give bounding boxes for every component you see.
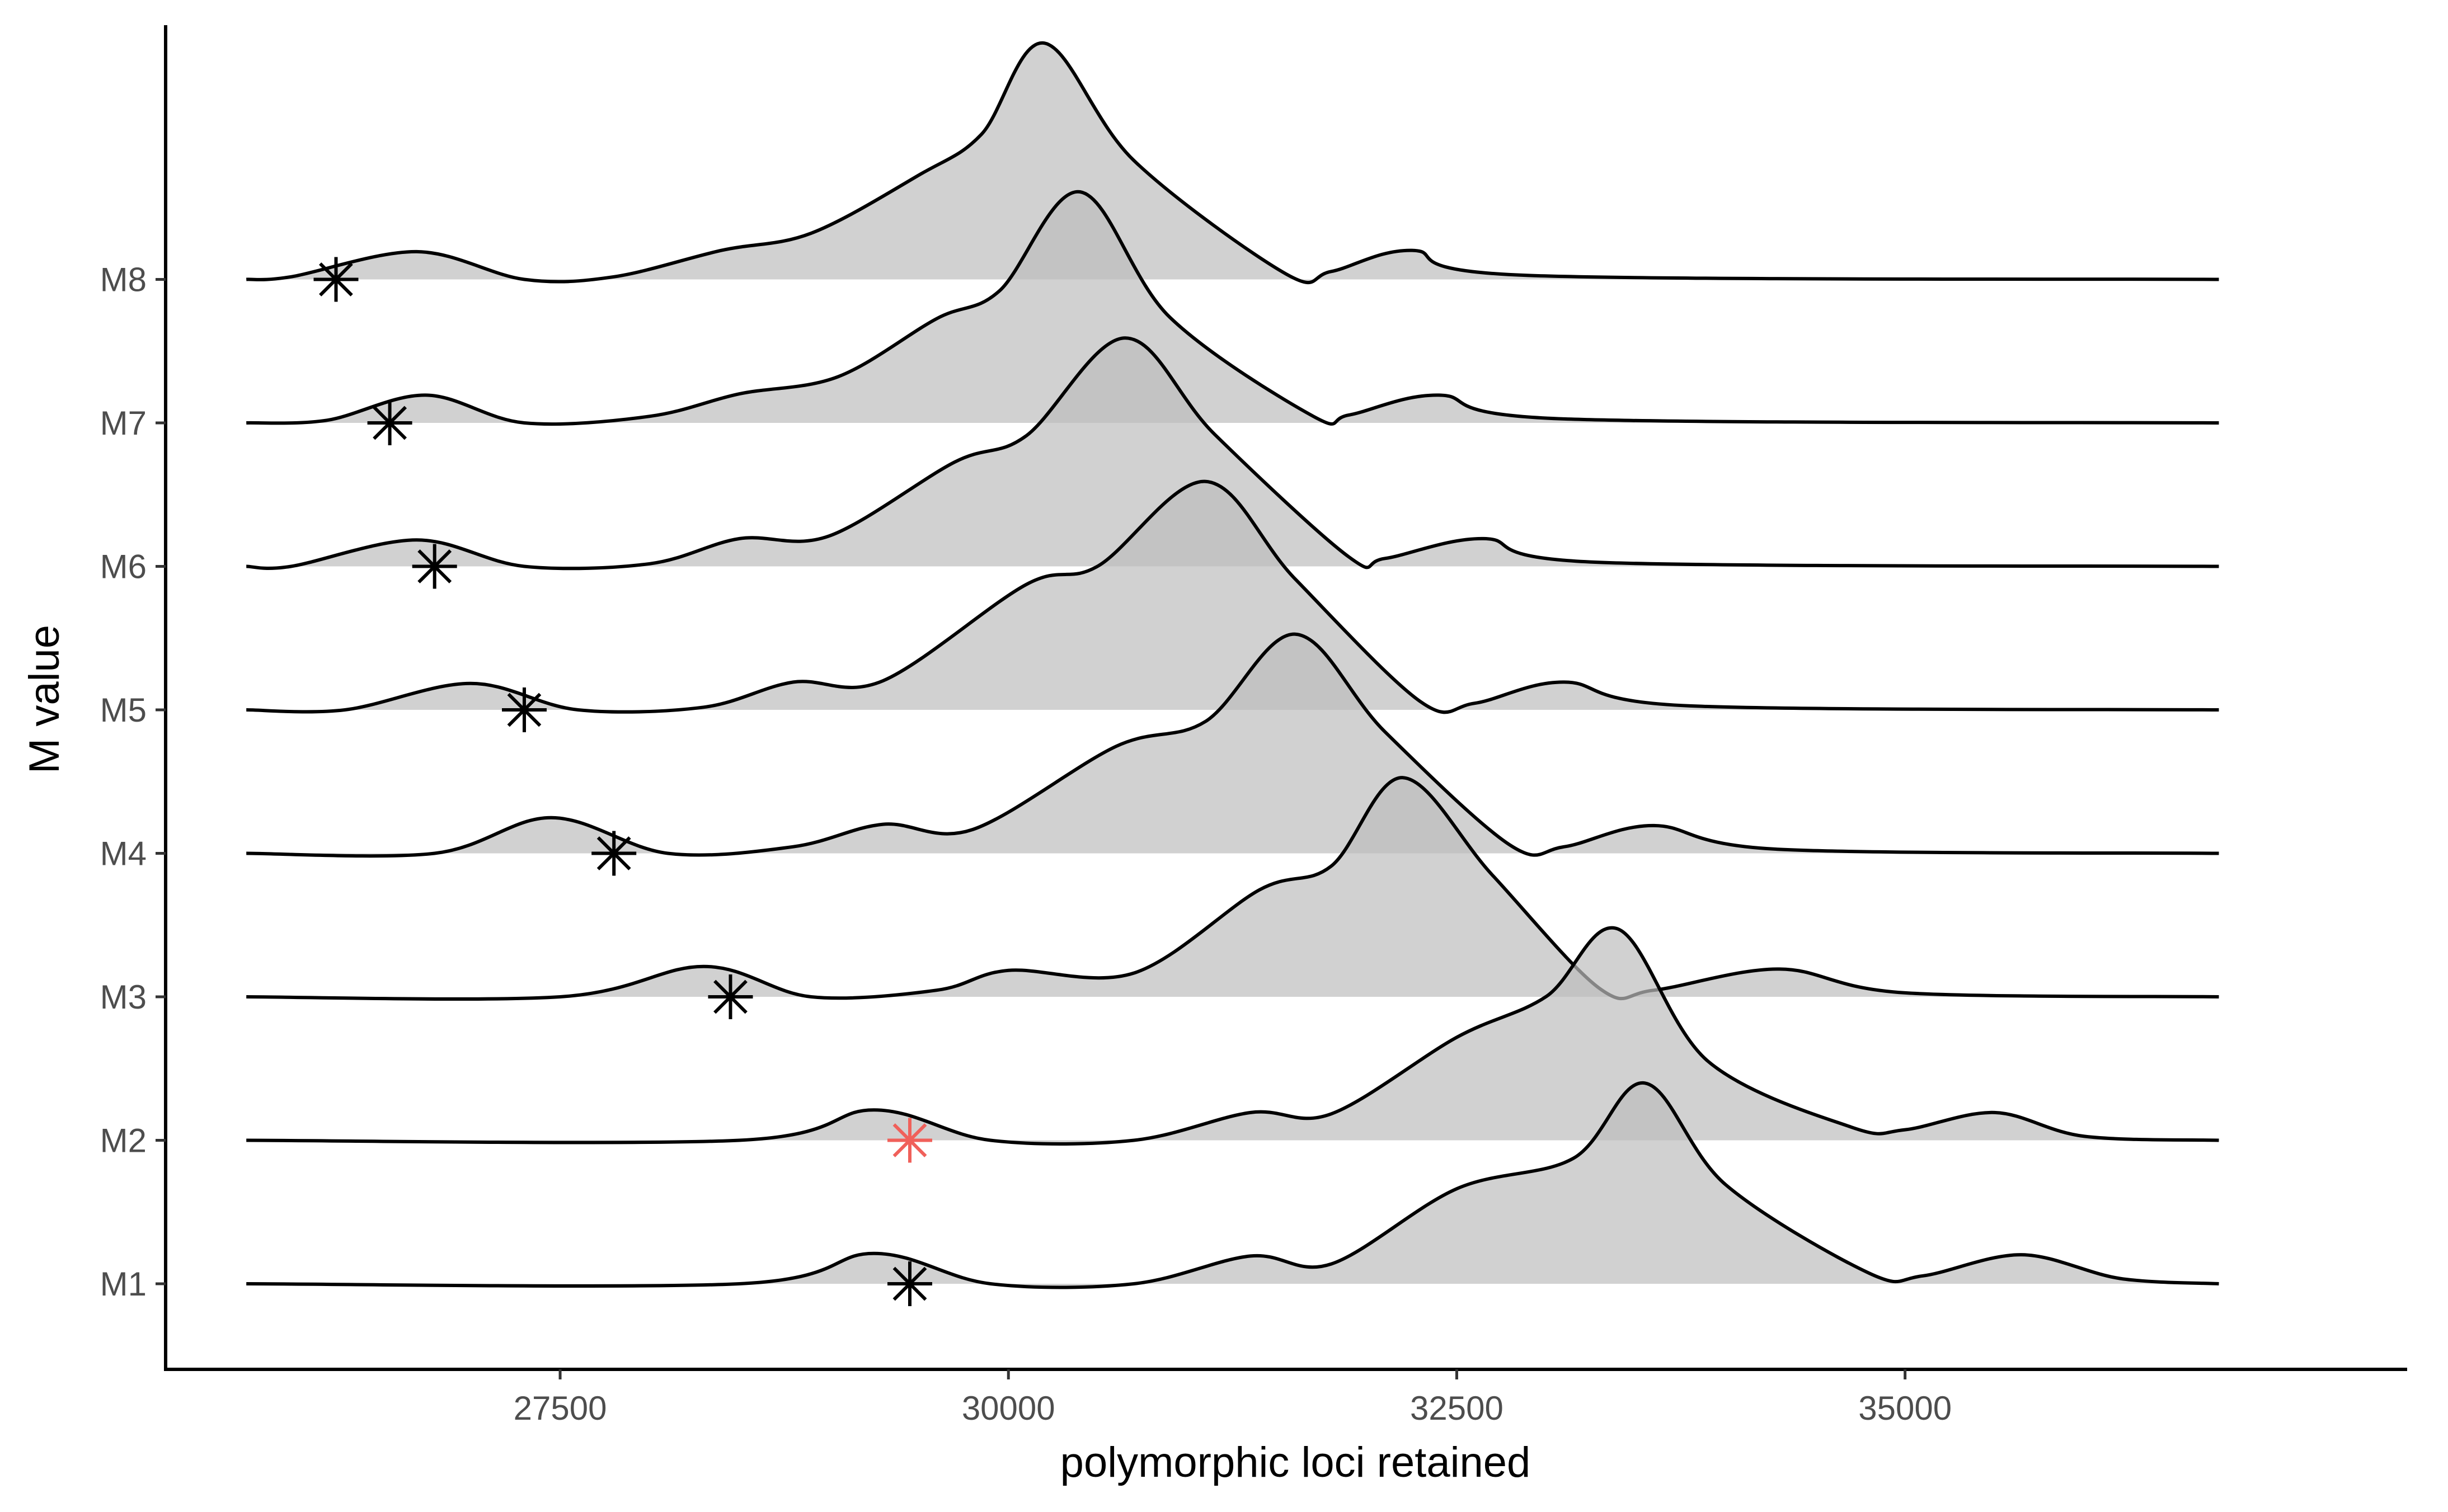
marker-stroke bbox=[373, 406, 407, 440]
marker-m1 bbox=[887, 1261, 932, 1306]
marker-stroke bbox=[892, 1266, 927, 1301]
ridge-area-m5 bbox=[246, 481, 2219, 713]
x-axis-ticks: 27500 30000 32500 35000 bbox=[514, 1369, 1952, 1427]
x-tick-label: 30000 bbox=[962, 1389, 1055, 1427]
ridge-line-m2 bbox=[246, 926, 2219, 1146]
y-tick-label-m6: M6 bbox=[100, 548, 147, 586]
marker-stroke bbox=[507, 693, 542, 727]
ridge-line-m7 bbox=[246, 190, 2219, 426]
x-axis-title: polymorphic loci retained bbox=[1060, 1439, 1531, 1486]
y-tick-label-m4: M4 bbox=[100, 835, 147, 873]
ridge-m6 bbox=[246, 336, 2219, 571]
marker-m5 bbox=[502, 687, 547, 732]
ridge-area-m4 bbox=[246, 634, 2219, 856]
y-tick-label-m5: M5 bbox=[100, 691, 147, 729]
ridge-area-m1 bbox=[246, 1082, 2219, 1288]
ridge-layer bbox=[246, 41, 2219, 1289]
y-tick-label-m7: M7 bbox=[100, 404, 147, 442]
ridge-m2 bbox=[246, 926, 2219, 1146]
marker-stroke bbox=[319, 262, 353, 296]
ridge-area-m8 bbox=[246, 43, 2219, 283]
ridge-line-m5 bbox=[246, 479, 2219, 714]
marker-stroke bbox=[892, 1123, 927, 1157]
ridge-line-m3 bbox=[246, 776, 2219, 1001]
y-tick-label-m2: M2 bbox=[100, 1122, 147, 1160]
ridge-area-m3 bbox=[246, 778, 2219, 999]
y-tick-label-m3: M3 bbox=[100, 978, 147, 1016]
marker-m4 bbox=[591, 831, 637, 876]
x-tick-label: 35000 bbox=[1858, 1389, 1952, 1427]
marker-m6 bbox=[412, 544, 457, 589]
marker-stroke bbox=[713, 979, 748, 1014]
ridge-line-m4 bbox=[246, 632, 2219, 858]
y-tick-label-m8: M8 bbox=[100, 261, 147, 299]
ridge-m3 bbox=[246, 776, 2219, 1001]
ridge-line-m1 bbox=[246, 1081, 2219, 1289]
ridge-m1 bbox=[246, 1081, 2219, 1289]
ridge-m4 bbox=[246, 632, 2219, 858]
marker-stroke bbox=[596, 836, 631, 870]
marker-layer bbox=[313, 257, 932, 1306]
ridge-line-m8 bbox=[246, 41, 2219, 285]
ridge-area-m2 bbox=[246, 927, 2219, 1144]
ridge-line-m6 bbox=[246, 336, 2219, 571]
marker-stroke bbox=[417, 549, 452, 583]
marker-m2 bbox=[887, 1118, 932, 1163]
x-tick-label: 27500 bbox=[514, 1389, 607, 1427]
y-tick-label-m1: M1 bbox=[100, 1265, 147, 1303]
ridge-area-m7 bbox=[246, 191, 2219, 425]
ridge-m8 bbox=[246, 41, 2219, 285]
ridge-m7 bbox=[246, 190, 2219, 426]
marker-m7 bbox=[367, 401, 412, 445]
y-axis-title: M value bbox=[21, 625, 68, 774]
marker-m8 bbox=[313, 257, 359, 302]
y-axis-ticks: M1 M2 M3 M4 M5 M6 M7 M8 bbox=[100, 261, 166, 1303]
x-tick-label: 32500 bbox=[1410, 1389, 1503, 1427]
ridge-m5 bbox=[246, 479, 2219, 714]
marker-m3 bbox=[708, 974, 753, 1019]
